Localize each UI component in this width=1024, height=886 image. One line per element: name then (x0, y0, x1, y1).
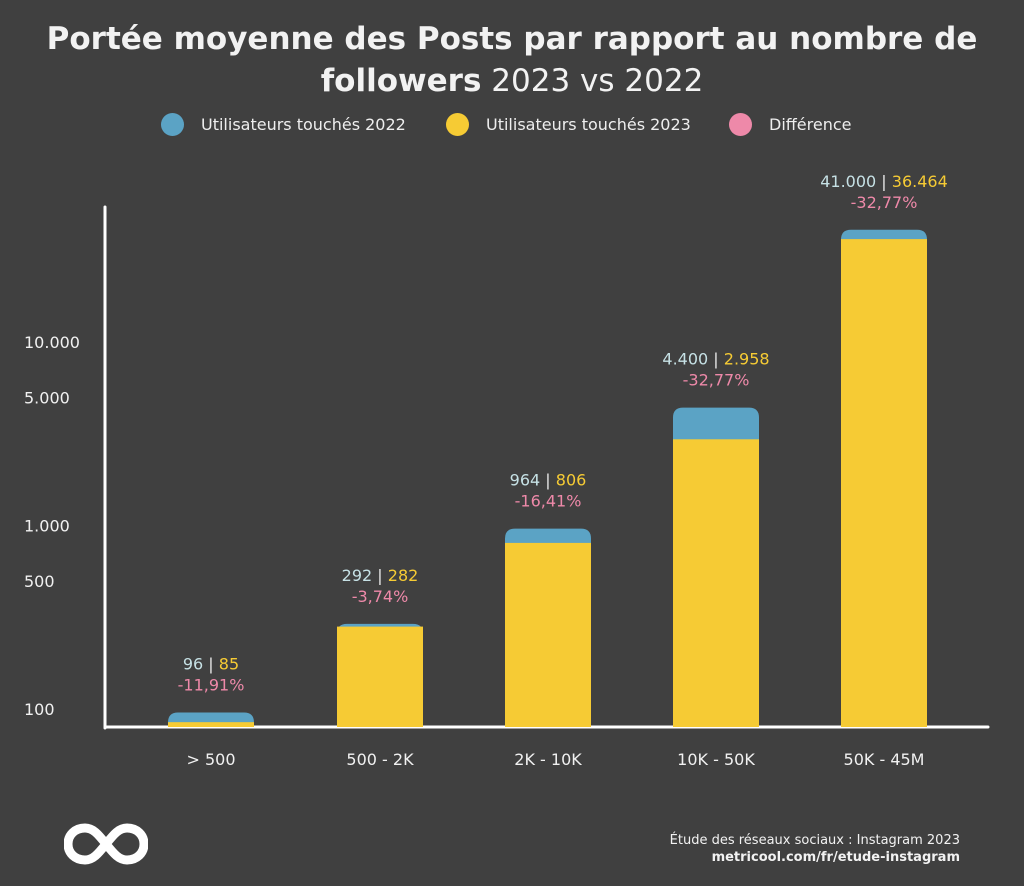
legend-label-2023: Utilisateurs touchés 2023 (486, 114, 691, 134)
y-tick-labels: 100 500 1.000 5.000 10.000 (24, 333, 80, 719)
value-separator: | (203, 654, 219, 673)
value-2023: 36.464 (892, 172, 948, 191)
y-tick-label: 1.000 (24, 517, 70, 536)
chart-title: Portée moyenne des Posts par rapport au … (0, 18, 1024, 102)
x-category-label: 2K - 10K (514, 750, 582, 769)
legend-marker-2022 (161, 112, 184, 136)
footer-source-text: Étude des réseaux sociaux : Instagram 20… (669, 833, 960, 848)
bar-2023 (337, 626, 423, 727)
bar-2023 (168, 722, 254, 727)
value-2022: 292 (342, 566, 373, 585)
value-label: 4.400 | 2.958 (662, 350, 769, 369)
y-tick-label: 10.000 (24, 333, 80, 352)
value-separator: | (708, 350, 724, 369)
chart-title-subtitle: 2023 vs 2022 (491, 63, 704, 99)
y-tick-label: 500 (24, 572, 55, 591)
x-category-label: > 500 (186, 750, 235, 769)
value-separator: | (540, 471, 556, 490)
difference-label: -32,77% (851, 193, 918, 212)
difference-label: -11,91% (178, 675, 245, 694)
value-separator: | (372, 566, 388, 585)
metricool-infinity-icon (64, 823, 148, 865)
difference-label: -16,41% (515, 492, 582, 511)
value-separator: | (876, 172, 892, 191)
chart-title-main: Portée moyenne des Posts par rapport au … (46, 21, 978, 99)
value-2023: 806 (556, 471, 587, 490)
value-2023: 282 (388, 566, 419, 585)
value-label: 96 | 85 (183, 654, 239, 673)
bar-2023 (505, 542, 591, 727)
value-label: 964 | 806 (510, 471, 587, 490)
difference-label: -3,74% (352, 587, 409, 606)
legend-item-2023: Utilisateurs touchés 2023 (446, 112, 691, 136)
value-2023: 85 (219, 654, 239, 673)
bars (168, 229, 927, 727)
legend-item-difference: Différence (729, 112, 851, 136)
x-category-labels: > 500 500 - 2K 2K - 10K 10K - 50K 50K - 45M (186, 750, 924, 769)
y-tick-label: 100 (24, 700, 55, 719)
value-2022: 964 (510, 471, 541, 490)
difference-label: -32,77% (683, 371, 750, 390)
bar-2023 (673, 439, 759, 727)
x-category-label: 500 - 2K (346, 750, 414, 769)
footer-source-url: metricool.com/fr/etude-instagram (711, 850, 960, 865)
legend-label-difference: Différence (769, 114, 852, 134)
legend-item-2022: Utilisateurs touchés 2022 (161, 112, 406, 136)
legend-label-2022: Utilisateurs touchés 2022 (201, 114, 406, 134)
value-2023: 2.958 (724, 350, 770, 369)
value-2022: 96 (183, 654, 203, 673)
value-label: 41.000 | 36.464 (820, 172, 948, 191)
value-label: 292 | 282 (342, 566, 419, 585)
x-category-label: 50K - 45M (844, 750, 925, 769)
bar-2023 (841, 239, 927, 727)
footer-source: Étude des réseaux sociaux : Instagram 20… (670, 832, 960, 866)
x-category-label: 10K - 50K (677, 750, 755, 769)
value-2022: 4.400 (662, 350, 708, 369)
y-tick-label: 5.000 (24, 388, 70, 407)
legend-marker-2023 (446, 112, 469, 136)
data-labels: 96 | 85 -11,91% 292 | 282 -3,74% 964 | 806 -1… (178, 172, 948, 695)
legend-marker-difference (729, 112, 752, 136)
value-2022: 41.000 (820, 172, 876, 191)
